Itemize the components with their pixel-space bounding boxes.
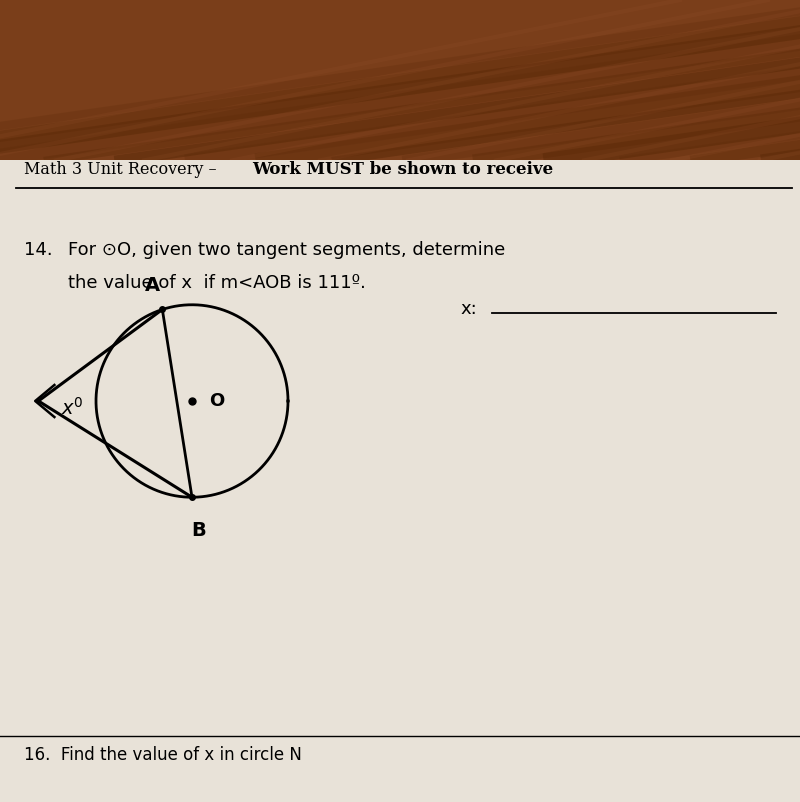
- Text: O: O: [210, 392, 225, 410]
- Text: $x^0$: $x^0$: [61, 396, 83, 419]
- Text: B: B: [191, 521, 206, 541]
- Text: Work MUST be shown to receive: Work MUST be shown to receive: [252, 161, 559, 178]
- Text: x:: x:: [460, 300, 477, 318]
- Text: 16.  Find the value of x in circle N: 16. Find the value of x in circle N: [24, 746, 302, 764]
- Text: 14.: 14.: [24, 241, 53, 258]
- Text: the value of x  if m<AOB is 111º.: the value of x if m<AOB is 111º.: [68, 274, 366, 292]
- Text: A: A: [145, 276, 160, 295]
- Text: Math 3 Unit Recovery –: Math 3 Unit Recovery –: [24, 161, 222, 178]
- Text: For ⊙O, given two tangent segments, determine: For ⊙O, given two tangent segments, dete…: [68, 241, 506, 258]
